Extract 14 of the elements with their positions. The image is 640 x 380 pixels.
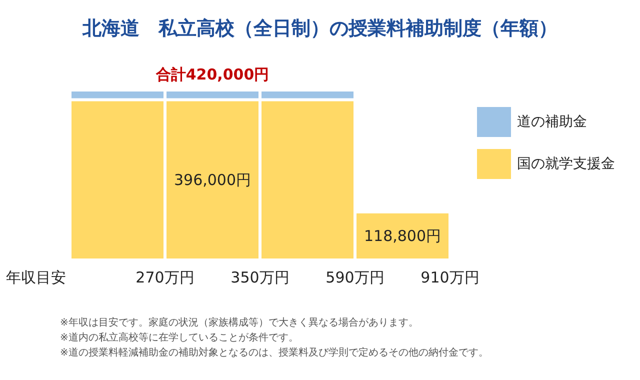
annotation: 合計420,000円 [154,66,270,84]
chart-title: 北海道 私立高校（全日制）の授業料補助制度（年額） [82,18,558,40]
x-tick-label: 910万円 [420,268,480,286]
x-tick-label: 350万円 [230,268,290,286]
text: ※年収は目安です。家庭の状況（家族構成等）で大きく異なる場合があります。 [60,316,418,328]
x-tick-label: 590万円 [326,268,384,286]
legend-label: 国の就学支援金 [517,156,615,172]
text: ※道内の私立高校等に在学していることが条件です。 [60,332,298,344]
data-label: 118,800円 [364,226,442,245]
data-label: 396,000円 [174,170,252,189]
x-tick-label: 270万円 [136,268,194,286]
text: ※道の授業料軽減補助金の補助対象となるのは、授業料及び学則で定めるその他の納付金です。 [60,346,488,358]
x-axis-title: 年収目安 [6,268,66,286]
legend-label: 道の補助金 [517,114,587,130]
